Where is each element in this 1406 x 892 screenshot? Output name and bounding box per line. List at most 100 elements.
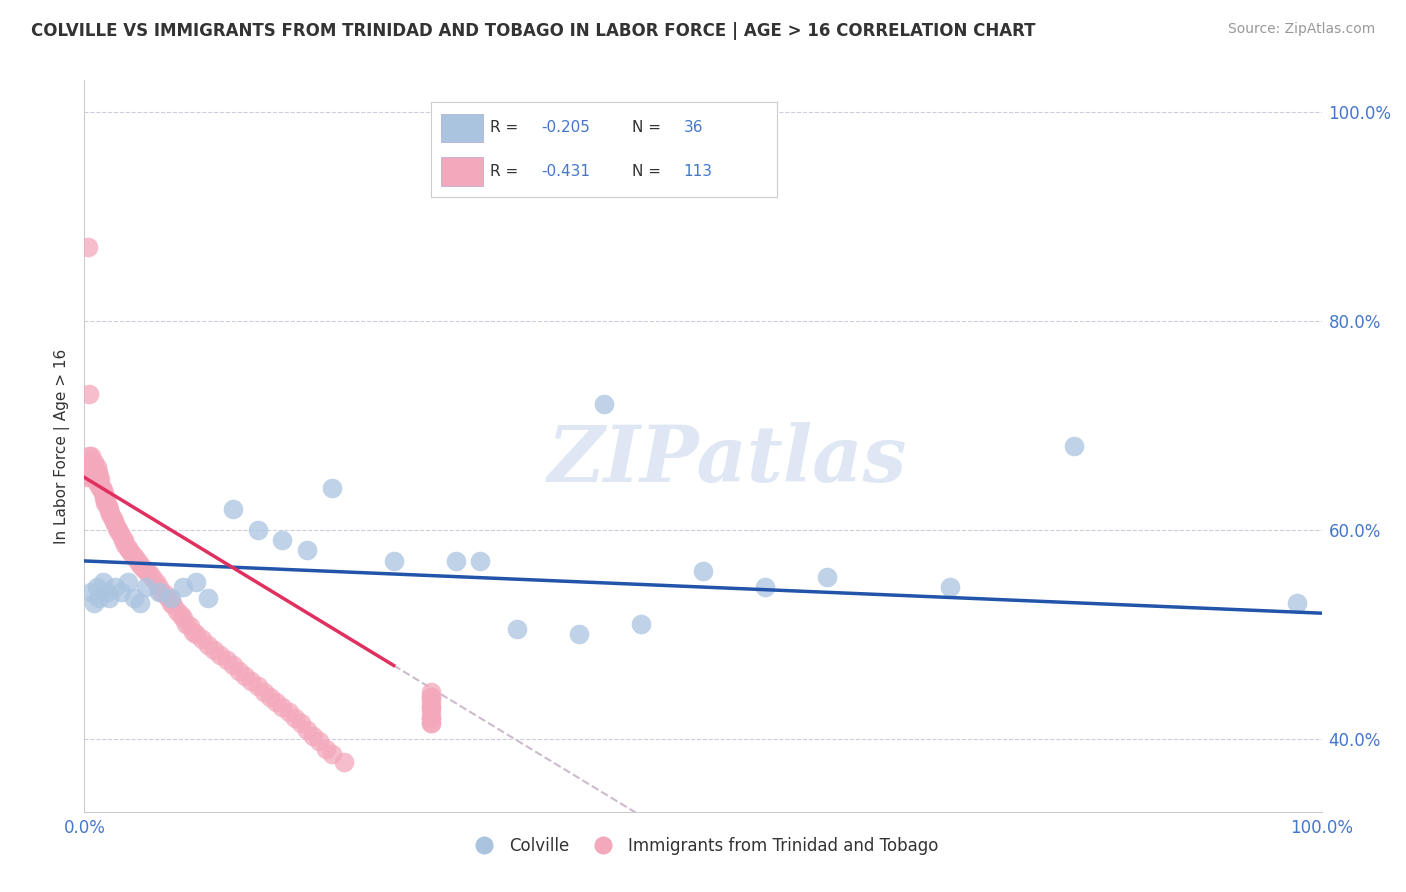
Point xyxy=(79,450,101,464)
Point xyxy=(630,616,652,631)
Point xyxy=(148,580,170,594)
Point xyxy=(295,543,318,558)
Point xyxy=(172,611,194,625)
Point xyxy=(284,711,307,725)
Point xyxy=(93,486,115,500)
Point xyxy=(108,524,131,539)
Point xyxy=(1063,439,1085,453)
Point xyxy=(135,580,157,594)
Point xyxy=(132,562,155,576)
Point xyxy=(271,700,294,714)
Point xyxy=(153,587,176,601)
Point xyxy=(80,459,103,474)
Point xyxy=(86,465,108,479)
Point xyxy=(79,450,101,464)
Point xyxy=(321,481,343,495)
Point xyxy=(84,459,107,474)
Point xyxy=(112,533,135,547)
Point xyxy=(118,543,141,558)
Point xyxy=(110,528,132,542)
Point xyxy=(111,533,134,547)
Point xyxy=(83,465,105,479)
Point xyxy=(98,501,121,516)
Point xyxy=(233,669,256,683)
Point xyxy=(91,486,114,500)
Point xyxy=(174,616,197,631)
Point xyxy=(197,591,219,605)
Point xyxy=(1285,596,1308,610)
Point xyxy=(83,596,105,610)
Point xyxy=(104,517,127,532)
Point xyxy=(97,500,120,514)
Point xyxy=(89,475,111,490)
Point xyxy=(86,580,108,594)
Point xyxy=(129,559,152,574)
Y-axis label: In Labor Force | Age > 16: In Labor Force | Age > 16 xyxy=(55,349,70,543)
Point xyxy=(444,554,467,568)
Point xyxy=(191,632,214,647)
Point xyxy=(222,658,245,673)
Point xyxy=(86,470,108,484)
Point xyxy=(184,627,207,641)
Point xyxy=(321,747,343,762)
Point xyxy=(96,496,118,510)
Point xyxy=(209,648,232,662)
Point xyxy=(333,755,356,769)
Point xyxy=(308,733,330,747)
Point xyxy=(419,700,441,714)
Point xyxy=(470,554,492,568)
Point xyxy=(939,580,962,594)
Point xyxy=(419,715,441,730)
Point xyxy=(382,554,405,568)
Point xyxy=(172,580,194,594)
Point xyxy=(568,627,591,641)
Point xyxy=(138,566,160,581)
Point xyxy=(150,585,173,599)
Point xyxy=(271,533,294,547)
Point xyxy=(264,695,287,709)
Point xyxy=(79,386,101,401)
Point xyxy=(82,459,104,474)
Point xyxy=(79,465,101,479)
Point xyxy=(77,240,100,254)
Point xyxy=(89,472,111,486)
Point xyxy=(91,483,114,497)
Point xyxy=(120,545,142,559)
Point xyxy=(90,483,112,497)
Point xyxy=(315,742,337,756)
Point xyxy=(90,481,112,495)
Legend: Colville, Immigrants from Trinidad and Tobago: Colville, Immigrants from Trinidad and T… xyxy=(461,830,945,862)
Point xyxy=(87,465,110,479)
Point xyxy=(96,585,118,599)
Point xyxy=(82,465,104,479)
Point xyxy=(100,510,122,524)
Point xyxy=(125,552,148,566)
Point xyxy=(419,706,441,720)
Point xyxy=(79,455,101,469)
Point xyxy=(79,585,101,599)
Point xyxy=(295,723,318,738)
Point xyxy=(202,642,225,657)
Point xyxy=(86,475,108,490)
Point xyxy=(91,574,114,589)
Point xyxy=(419,690,441,704)
Point xyxy=(253,684,276,698)
Point xyxy=(692,565,714,579)
Text: COLVILLE VS IMMIGRANTS FROM TRINIDAD AND TOBAGO IN LABOR FORCE | AGE > 16 CORREL: COLVILLE VS IMMIGRANTS FROM TRINIDAD AND… xyxy=(31,22,1035,40)
Point xyxy=(157,591,180,605)
Point xyxy=(419,715,441,730)
Point xyxy=(117,574,139,589)
Point xyxy=(222,501,245,516)
Point xyxy=(419,711,441,725)
Point xyxy=(84,470,107,484)
Point xyxy=(246,523,269,537)
Point xyxy=(87,470,110,484)
Point xyxy=(197,638,219,652)
Point xyxy=(302,730,325,744)
Point xyxy=(122,549,145,563)
Point xyxy=(815,569,838,583)
Point xyxy=(93,491,115,506)
Point xyxy=(145,574,167,589)
Point xyxy=(76,470,98,484)
Text: ZIPatlas: ZIPatlas xyxy=(548,423,907,499)
